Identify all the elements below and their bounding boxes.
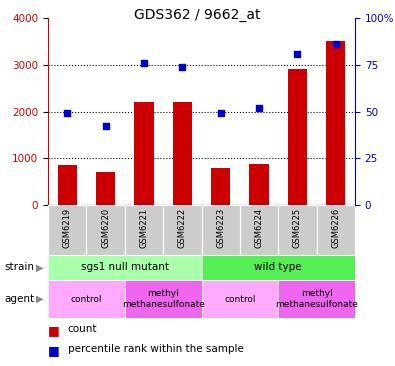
Bar — [288, 70, 307, 205]
Text: GSM6226: GSM6226 — [331, 208, 340, 248]
Bar — [163, 205, 201, 255]
Point — [294, 51, 301, 56]
Bar — [48, 205, 87, 255]
Bar — [125, 280, 201, 318]
Text: ■: ■ — [48, 344, 60, 357]
Bar — [96, 172, 115, 205]
Text: control: control — [71, 295, 102, 303]
Point — [179, 64, 186, 70]
Text: count: count — [68, 324, 97, 334]
Text: GSM6220: GSM6220 — [101, 208, 110, 248]
Bar — [201, 205, 240, 255]
Bar — [173, 102, 192, 205]
Bar — [87, 205, 125, 255]
Text: GSM6225: GSM6225 — [293, 208, 302, 248]
Bar — [48, 255, 201, 280]
Text: GSM6219: GSM6219 — [63, 208, 71, 248]
Text: control: control — [224, 295, 256, 303]
Text: GDS362 / 9662_at: GDS362 / 9662_at — [134, 8, 261, 22]
Bar — [326, 41, 345, 205]
Text: GSM6224: GSM6224 — [254, 208, 263, 248]
Bar — [317, 205, 355, 255]
Point — [333, 41, 339, 47]
Text: GSM6221: GSM6221 — [139, 208, 149, 248]
Text: methyl
methanesulfonate: methyl methanesulfonate — [122, 289, 205, 309]
Text: wild type: wild type — [254, 262, 302, 273]
Bar — [134, 102, 154, 205]
Text: methyl
methanesulfonate: methyl methanesulfonate — [275, 289, 358, 309]
Bar — [125, 205, 163, 255]
Bar — [211, 168, 230, 205]
Point — [64, 111, 70, 116]
Text: GSM6223: GSM6223 — [216, 208, 225, 248]
Bar — [240, 205, 278, 255]
Bar — [48, 280, 125, 318]
Bar — [278, 280, 355, 318]
Text: agent: agent — [4, 294, 34, 304]
Text: percentile rank within the sample: percentile rank within the sample — [68, 344, 244, 354]
Text: sgs1 null mutant: sgs1 null mutant — [81, 262, 169, 273]
Text: strain: strain — [4, 262, 34, 273]
Text: ▶: ▶ — [36, 262, 43, 273]
Point — [256, 105, 262, 111]
Bar — [58, 165, 77, 205]
Point — [102, 124, 109, 130]
Text: ■: ■ — [48, 324, 60, 337]
Text: GSM6222: GSM6222 — [178, 208, 187, 248]
Bar — [201, 255, 355, 280]
Bar — [201, 280, 278, 318]
Bar — [278, 205, 317, 255]
Point — [218, 111, 224, 116]
Text: ▶: ▶ — [36, 294, 43, 304]
Bar — [250, 164, 269, 205]
Point — [141, 60, 147, 66]
